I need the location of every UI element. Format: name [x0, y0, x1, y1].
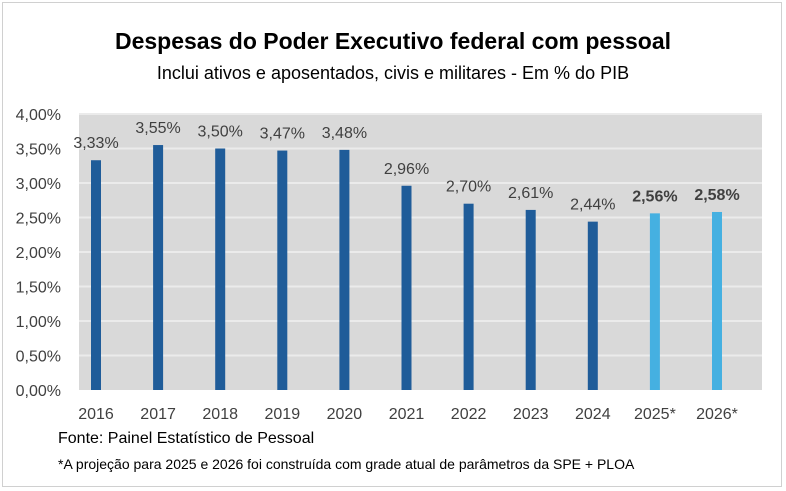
data-label: 2,61% [508, 185, 553, 202]
x-tick-label: 2020 [327, 406, 363, 423]
x-tick-label: 2016 [78, 406, 114, 423]
bar [587, 221, 598, 390]
x-tick-label: 2022 [451, 406, 487, 423]
y-tick-label: 1,50% [16, 280, 61, 297]
x-tick-label: 2024 [575, 406, 611, 423]
x-tick-label: 2017 [140, 406, 176, 423]
data-label: 3,47% [260, 126, 305, 143]
bar [463, 203, 474, 390]
chart-subtitle: Inclui ativos e aposentados, civis e mil… [156, 63, 630, 83]
footnote-text: *A projeção para 2025 e 2026 foi constru… [58, 456, 635, 472]
source-text: Fonte: Painel Estatístico de Pessoal [58, 430, 315, 447]
bar [91, 160, 101, 390]
x-tick-label: 2021 [389, 406, 425, 423]
y-tick-label: 4,00% [16, 107, 61, 124]
data-label: 3,55% [135, 120, 180, 137]
y-tick-label: 3,50% [16, 142, 61, 159]
data-label: 3,33% [73, 135, 118, 152]
y-tick-label: 2,00% [16, 245, 61, 262]
y-tick-label: 3,00% [16, 176, 61, 193]
x-tick-label: 2019 [265, 406, 301, 423]
bar [401, 185, 412, 390]
bar [277, 150, 288, 390]
chart-title: Despesas do Poder Executivo federal com … [114, 28, 672, 54]
x-tick-label: 2026* [696, 406, 738, 423]
bar [525, 209, 536, 390]
bar [215, 148, 226, 390]
data-label: 2,70% [446, 179, 491, 196]
y-tick-label: 0,00% [16, 383, 61, 400]
y-tick-label: 0,50% [16, 349, 61, 366]
data-label: 2,56% [632, 188, 677, 205]
data-label: 2,58% [694, 187, 739, 204]
x-tick-label: 2025* [634, 406, 676, 423]
bar [339, 149, 350, 390]
bar [649, 213, 660, 390]
x-tick-label: 2018 [202, 406, 238, 423]
y-tick-label: 1,00% [16, 314, 61, 331]
x-tick-label: 2023 [513, 406, 549, 423]
data-label: 3,48% [322, 125, 367, 142]
bar [712, 211, 722, 390]
y-tick-label: 2,50% [16, 211, 61, 228]
data-label: 2,96% [384, 161, 429, 178]
data-label: 2,44% [570, 197, 615, 214]
bar [153, 145, 164, 390]
data-label: 3,50% [198, 124, 243, 141]
